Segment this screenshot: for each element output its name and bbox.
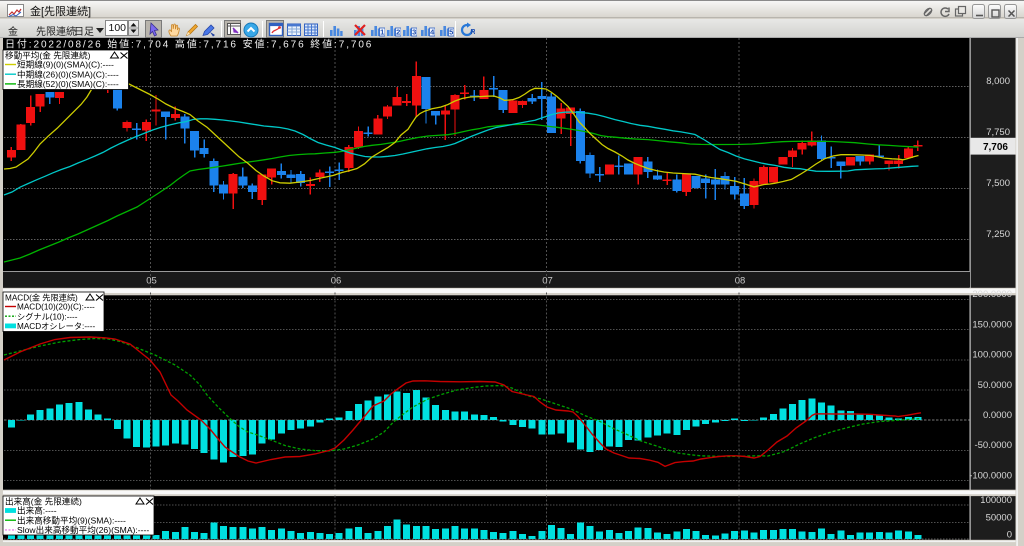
- svg-text:出来高:----: 出来高:----: [17, 505, 57, 516]
- svg-text:100.0000: 100.0000: [972, 350, 1012, 361]
- svg-text:0: 0: [1007, 530, 1012, 541]
- svg-text:出来高(金 先限連続): 出来高(金 先限連続): [5, 496, 82, 507]
- svg-text:シグナル(10):----: シグナル(10):----: [17, 311, 78, 321]
- svg-text:3: 3: [412, 28, 416, 37]
- svg-text:06: 06: [331, 276, 342, 287]
- svg-text:100000: 100000: [980, 495, 1012, 506]
- svg-text:MACDオシレータ:----: MACDオシレータ:----: [17, 322, 95, 331]
- svg-text:05: 05: [146, 276, 157, 287]
- svg-text:短期線(9)(0)(SMA)(C):----: 短期線(9)(0)(SMA)(C):----: [17, 59, 114, 70]
- svg-text:0.0000: 0.0000: [983, 410, 1012, 421]
- svg-text:7,706: 7,706: [983, 142, 1008, 153]
- svg-text:中期線(26)(0)(SMA)(C):----: 中期線(26)(0)(SMA)(C):----: [17, 68, 119, 79]
- svg-text:08: 08: [735, 276, 746, 287]
- svg-text:150.0000: 150.0000: [972, 319, 1012, 330]
- svg-text:5: 5: [449, 28, 453, 37]
- svg-text:MACD(金 先限連続): MACD(金 先限連続): [5, 293, 78, 303]
- svg-text:日付:2022/08/26 始値:7,704 高値:7,71: 日付:2022/08/26 始値:7,704 高値:7,716 安値:7,676…: [5, 38, 373, 51]
- svg-text:1: 1: [380, 28, 384, 37]
- svg-text:-100.0000: -100.0000: [969, 470, 1012, 481]
- svg-text:MACD(10)(20)(C):----: MACD(10)(20)(C):----: [17, 303, 95, 312]
- svg-text:出来高移動平均(9)(SMA):----: 出来高移動平均(9)(SMA):----: [17, 514, 126, 525]
- svg-text:7,500: 7,500: [986, 178, 1010, 189]
- svg-text:Slow出来高移動平均(26)(SMA):----: Slow出来高移動平均(26)(SMA):----: [17, 524, 149, 535]
- svg-text:7,750: 7,750: [986, 127, 1010, 138]
- svg-text:長期線(52)(0)(SMA)(C):----: 長期線(52)(0)(SMA)(C):----: [17, 78, 119, 89]
- svg-text:8,000: 8,000: [986, 76, 1010, 87]
- svg-text:50.0000: 50.0000: [978, 380, 1012, 391]
- svg-text:07: 07: [542, 276, 553, 287]
- svg-text:R: R: [470, 29, 475, 36]
- svg-text:-50.0000: -50.0000: [974, 440, 1012, 451]
- svg-text:50000: 50000: [986, 512, 1012, 523]
- svg-text:200.0000: 200.0000: [972, 289, 1012, 300]
- svg-text:2: 2: [396, 28, 400, 37]
- svg-text:移動平均(金 先限連続): 移動平均(金 先限連続): [5, 50, 91, 61]
- svg-text:4: 4: [430, 28, 435, 37]
- svg-text:7,250: 7,250: [986, 229, 1010, 240]
